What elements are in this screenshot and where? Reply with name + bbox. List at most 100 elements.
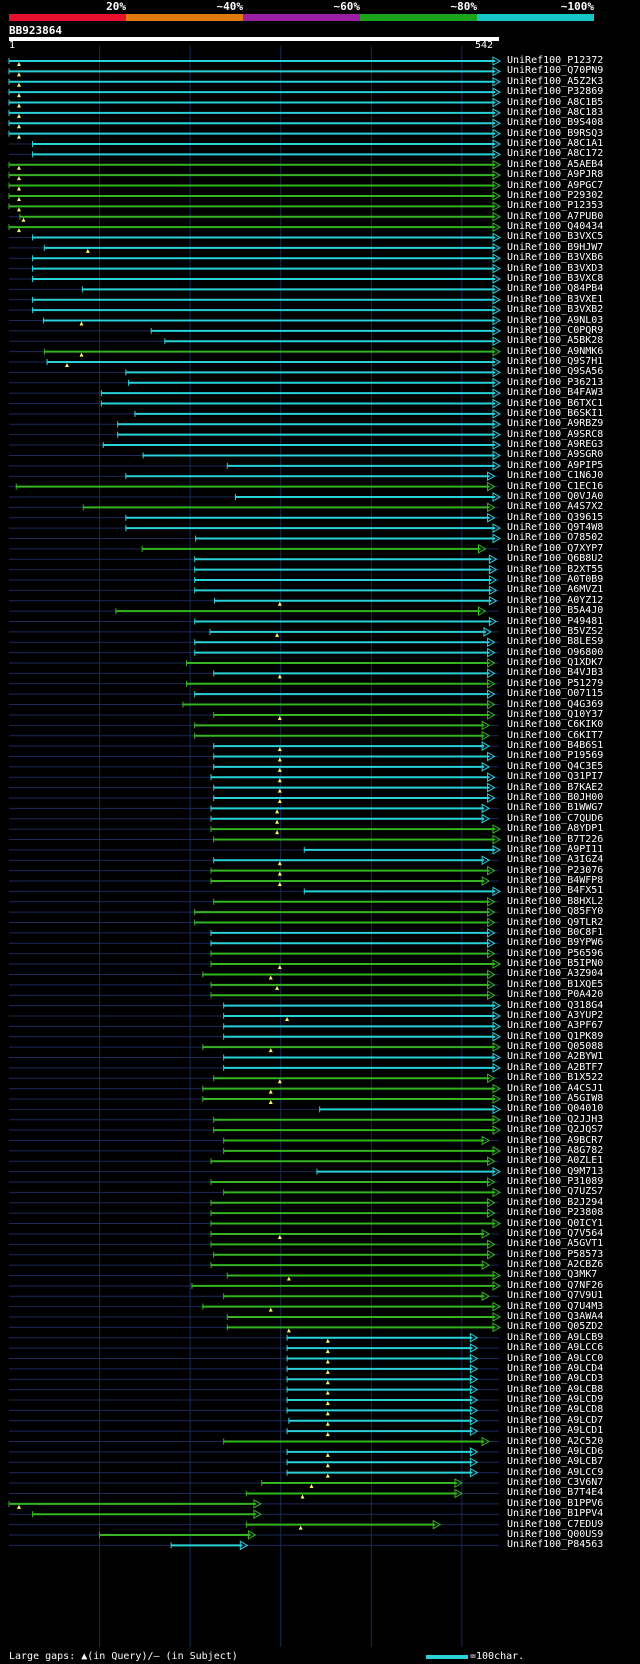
hit-link[interactable]: UniRef100_B5IPN0: [507, 958, 604, 970]
hit-link[interactable]: UniRef100_A9LCB8: [507, 1383, 604, 1395]
hit-link[interactable]: UniRef100_B1PPV6: [507, 1497, 604, 1509]
hit-link[interactable]: UniRef100_A9REG3: [507, 439, 604, 451]
hit-link[interactable]: UniRef100_Q2JJH3: [507, 1113, 604, 1125]
hit-link[interactable]: UniRef100_B3VXD3: [507, 262, 604, 274]
hit-link[interactable]: UniRef100_A9LCD6: [507, 1445, 604, 1457]
hit-link[interactable]: UniRef100_B5A4J0: [507, 605, 604, 617]
hit-link[interactable]: UniRef100_B4FAW3: [507, 387, 604, 399]
hit-link[interactable]: UniRef100_C7EDU9: [507, 1518, 604, 1530]
hit-link[interactable]: UniRef100_B3VXB6: [507, 252, 604, 264]
hit-link[interactable]: UniRef100_B4WFP8: [507, 875, 604, 887]
hit-link[interactable]: UniRef100_A9SRC8: [507, 428, 604, 440]
hit-link[interactable]: UniRef100_A9LCD7: [507, 1414, 604, 1426]
hit-link[interactable]: UniRef100_A6MVZ1: [507, 584, 604, 596]
hit-link[interactable]: UniRef100_Q9SA56: [507, 366, 604, 378]
hit-link[interactable]: UniRef100_A8C1A1: [507, 138, 604, 150]
hit-link[interactable]: UniRef100_B5VZS2: [507, 625, 604, 637]
hit-link[interactable]: UniRef100_B7T4E4: [507, 1487, 604, 1499]
hit-link[interactable]: UniRef100_A9LCC9: [507, 1466, 604, 1478]
hit-link[interactable]: UniRef100_Q39615: [507, 511, 604, 523]
hit-link[interactable]: UniRef100_A5Z2K3: [507, 75, 604, 87]
hit-link[interactable]: UniRef100_P84563: [507, 1539, 604, 1551]
hit-link[interactable]: UniRef100_P36213: [507, 376, 604, 388]
hit-link[interactable]: UniRef100_A9LCD9: [507, 1394, 604, 1406]
hit-link[interactable]: UniRef100_Q7UZS7: [507, 1186, 604, 1198]
hit-link[interactable]: UniRef100_B8HXL2: [507, 895, 604, 907]
hit-link[interactable]: UniRef100_Q3MK7: [507, 1269, 598, 1281]
hit-link[interactable]: UniRef100_Q7V564: [507, 1227, 604, 1239]
hit-link[interactable]: UniRef100_P31089: [507, 1176, 604, 1188]
hit-link[interactable]: UniRef100_A8C183: [507, 106, 604, 118]
hit-link[interactable]: UniRef100_P23808: [507, 1207, 604, 1219]
hit-link[interactable]: UniRef100_A0YZ12: [507, 594, 604, 606]
hit-link[interactable]: UniRef100_A0T0B9: [507, 574, 604, 585]
hit-link[interactable]: UniRef100_Q7NF26: [507, 1279, 604, 1291]
hit-link[interactable]: UniRef100_A9PGC7: [507, 179, 604, 191]
hit-link[interactable]: UniRef100_B3VXC8: [507, 272, 604, 284]
hit-link[interactable]: UniRef100_A7PUB0: [507, 210, 604, 222]
hit-link[interactable]: UniRef100_A9NL03: [507, 314, 604, 326]
hit-link[interactable]: UniRef100_Q70PN9: [507, 65, 604, 77]
hit-link[interactable]: UniRef100_B1XQE5: [507, 978, 604, 990]
hit-link[interactable]: UniRef100_C0PQR9: [507, 324, 604, 336]
hit-link[interactable]: UniRef100_Q10Y37: [507, 708, 604, 720]
hit-link[interactable]: UniRef100_A2C520: [507, 1435, 604, 1447]
hit-link[interactable]: UniRef100_P19569: [507, 750, 604, 762]
hit-link[interactable]: UniRef100_P29302: [507, 189, 604, 201]
hit-link[interactable]: UniRef100_A9BCR7: [507, 1134, 604, 1146]
hit-link[interactable]: UniRef100_B0C8F1: [507, 926, 604, 938]
hit-link[interactable]: UniRef100_A9NMK6: [507, 345, 604, 357]
hit-link[interactable]: UniRef100_A5BK28: [507, 335, 604, 347]
hit-link[interactable]: UniRef100_C3V6N7: [507, 1477, 604, 1489]
hit-link[interactable]: UniRef100_A9LCC6: [507, 1342, 604, 1354]
hit-link[interactable]: UniRef100_C7QUD6: [507, 812, 604, 824]
hit-link[interactable]: UniRef100_P12372: [507, 55, 604, 66]
hit-link[interactable]: UniRef100_Q0ICY1: [507, 1217, 604, 1229]
hit-link[interactable]: UniRef100_Q31PI7: [507, 771, 604, 783]
hit-link[interactable]: UniRef100_B8LES9: [507, 636, 604, 648]
hit-link[interactable]: UniRef100_Q2JQS7: [507, 1124, 604, 1136]
hit-link[interactable]: UniRef100_C1N6J0: [507, 470, 604, 482]
hit-link[interactable]: UniRef100_B1X522: [507, 1072, 604, 1084]
hit-link[interactable]: UniRef100_C6KIT7: [507, 729, 604, 741]
hit-link[interactable]: UniRef100_B0JH00: [507, 791, 604, 803]
hit-link[interactable]: UniRef100_A9RBZ9: [507, 418, 604, 430]
hit-link[interactable]: UniRef100_Q7XYP7: [507, 542, 604, 554]
hit-link[interactable]: UniRef100_A9PJR8: [507, 169, 604, 181]
hit-link[interactable]: UniRef100_P23076: [507, 864, 604, 876]
hit-link[interactable]: UniRef100_Q3AWA4: [507, 1310, 604, 1322]
hit-link[interactable]: UniRef100_A5GVT1: [507, 1238, 604, 1250]
hit-link[interactable]: UniRef100_B4FX51: [507, 885, 604, 897]
hit-link[interactable]: UniRef100_B9YPW6: [507, 937, 604, 949]
hit-link[interactable]: UniRef100_Q1XDK7: [507, 657, 604, 669]
hit-link[interactable]: UniRef100_P51279: [507, 677, 604, 689]
hit-link[interactable]: UniRef100_Q00US9: [507, 1528, 604, 1540]
hit-link[interactable]: UniRef100_A8G782: [507, 1144, 604, 1156]
hit-link[interactable]: UniRef100_Q4G369: [507, 698, 604, 710]
hit-link[interactable]: UniRef100_B4B6S1: [507, 740, 604, 752]
hit-link[interactable]: UniRef100_A8C1B5: [507, 96, 604, 108]
hit-link[interactable]: UniRef100_Q40434: [507, 221, 604, 233]
hit-link[interactable]: UniRef100_B1PPV4: [507, 1508, 604, 1520]
hit-link[interactable]: UniRef100_Q4C3E5: [507, 760, 604, 772]
hit-link[interactable]: UniRef100_O07115: [507, 688, 604, 700]
hit-link[interactable]: UniRef100_A9SGR0: [507, 449, 604, 461]
hit-link[interactable]: UniRef100_A2BTF7: [507, 1061, 604, 1073]
hit-link[interactable]: UniRef100_Q6B8U2: [507, 553, 604, 565]
hit-link[interactable]: UniRef100_O96800: [507, 646, 604, 658]
hit-link[interactable]: UniRef100_A9LCB7: [507, 1456, 604, 1468]
hit-link[interactable]: UniRef100_Q05088: [507, 1041, 604, 1053]
hit-link[interactable]: UniRef100_Q85FY0: [507, 906, 604, 918]
hit-link[interactable]: UniRef100_A9PIP5: [507, 459, 604, 471]
hit-link[interactable]: UniRef100_B9S408: [507, 117, 604, 129]
hit-link[interactable]: UniRef100_Q9T4W8: [507, 522, 604, 534]
hit-link[interactable]: UniRef100_A3Z904: [507, 968, 604, 980]
hit-link[interactable]: UniRef100_B3VXB2: [507, 304, 604, 316]
hit-link[interactable]: UniRef100_C6KIK0: [507, 719, 604, 731]
hit-link[interactable]: UniRef100_P0A420: [507, 989, 604, 1001]
hit-link[interactable]: UniRef100_P56596: [507, 947, 604, 959]
hit-link[interactable]: UniRef100_A4CSJ1: [507, 1082, 604, 1094]
hit-link[interactable]: UniRef100_Q318G4: [507, 999, 604, 1011]
hit-link[interactable]: UniRef100_B6TXC1: [507, 397, 604, 409]
hit-link[interactable]: UniRef100_B7T226: [507, 833, 604, 845]
